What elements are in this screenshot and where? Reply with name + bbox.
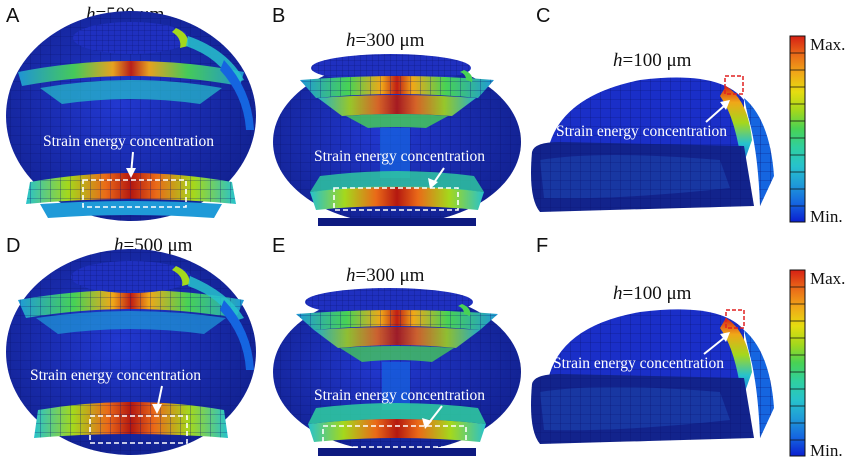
panel-letter: B <box>272 5 285 27</box>
strain-annotation: Strain energy concentration <box>43 133 214 150</box>
highlight-box <box>333 187 459 211</box>
panel-c: C h=100 μm Strain energy concentration <box>531 5 774 212</box>
panel-letter: A <box>6 5 20 27</box>
thickness-label: h=300 μm <box>346 265 425 286</box>
panel-b: B h=300 μm Strain energy concentration <box>272 5 521 226</box>
annotation-arrow <box>705 105 725 123</box>
panel-letter: F <box>536 235 548 257</box>
highlight-box <box>89 415 188 444</box>
colorbar-top: Max. Min. <box>789 35 845 226</box>
strain-annotation: Strain energy concentration <box>556 123 727 140</box>
strain-band <box>40 201 222 218</box>
marker-box <box>724 75 744 95</box>
panel-e: E h=300 μm Strain energy concentration <box>272 235 521 456</box>
highlight-box <box>82 179 187 208</box>
colorbar-max-label: Max. <box>810 35 845 54</box>
annotation-arrowhead <box>720 332 730 342</box>
color-scale <box>789 269 806 457</box>
panel-letter: C <box>536 5 550 27</box>
colorbar-min-label: Min. <box>810 207 843 226</box>
thickness-label: h=100 μm <box>613 50 692 71</box>
annotation-arrowhead <box>152 404 162 414</box>
color-scale <box>789 35 806 223</box>
strain-annotation: Strain energy concentration <box>314 387 485 404</box>
thickness-label: h=300 μm <box>346 30 425 51</box>
panel-d: D h=500 μm Strain energy concentration <box>6 235 256 455</box>
colorbar-min-label: Min. <box>810 441 843 460</box>
strain-band <box>314 327 480 348</box>
marker-box <box>725 309 745 329</box>
panel-letter: D <box>6 235 20 257</box>
hemisphere-model <box>531 77 774 212</box>
sphere-model <box>273 288 521 456</box>
annotation-arrowhead <box>422 418 432 429</box>
strain-band <box>40 80 222 104</box>
annotation-arrow <box>703 337 725 355</box>
strain-annotation: Strain energy concentration <box>553 355 724 372</box>
strain-band <box>18 61 244 86</box>
strain-annotation: Strain energy concentration <box>314 148 485 165</box>
strain-band <box>308 419 486 442</box>
colorbar-max-label: Max. <box>810 269 845 288</box>
strain-band <box>310 186 484 210</box>
thickness-label: h=100 μm <box>613 283 692 304</box>
colorbar-ticks <box>790 52 805 207</box>
strain-band <box>318 95 476 116</box>
hemisphere-model <box>531 309 774 444</box>
annotation-arrowhead <box>126 168 136 178</box>
sphere-model <box>6 11 256 221</box>
colorbar-ticks <box>790 286 805 441</box>
strain-band <box>340 346 454 362</box>
strain-band <box>310 171 484 192</box>
strain-annotation: Strain energy concentration <box>30 367 201 384</box>
panel-letter: E <box>272 235 285 257</box>
strain-band <box>36 311 226 334</box>
sphere-model <box>273 54 521 226</box>
sphere-model <box>6 249 256 455</box>
colorbar-bottom: Max. Min. <box>789 269 845 460</box>
annotation-arrowhead <box>720 100 730 110</box>
highlight-box <box>322 425 467 448</box>
panel-a: A h=500 μm Strain energy concentration <box>6 4 256 221</box>
panel-f: F h=100 μm Strain energy concentration <box>531 235 774 444</box>
annotation-arrowhead <box>428 178 438 189</box>
strain-band <box>346 114 448 128</box>
